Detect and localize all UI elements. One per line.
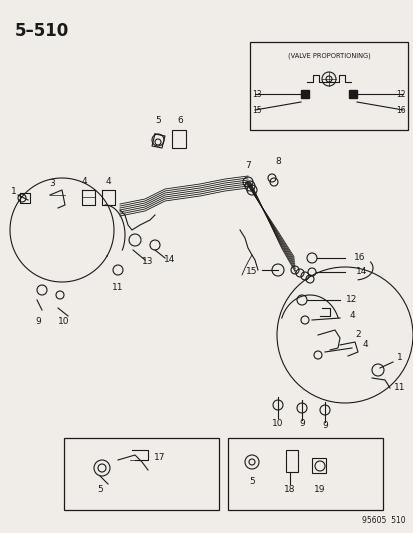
Text: 19: 19 [313, 486, 325, 495]
Text: 15: 15 [252, 106, 261, 115]
Text: 4: 4 [361, 341, 367, 350]
Text: 13: 13 [252, 90, 261, 99]
Bar [171, 130, 185, 148]
Text: 6: 6 [177, 116, 183, 125]
Text: 1: 1 [396, 353, 402, 362]
Bar [311, 458, 325, 473]
Text: 4: 4 [81, 176, 87, 185]
Bar [285, 450, 297, 472]
Text: 5–510: 5–510 [15, 22, 69, 40]
Text: 5: 5 [155, 116, 161, 125]
Text: 5: 5 [97, 486, 102, 495]
Text: 11: 11 [393, 384, 405, 392]
Text: 15: 15 [246, 268, 257, 277]
Bar [249, 42, 407, 130]
Text: 10: 10 [272, 419, 283, 429]
Text: 12: 12 [346, 295, 357, 304]
Text: 4: 4 [348, 311, 354, 320]
Text: 9: 9 [321, 422, 327, 431]
Text: 11: 11 [112, 284, 123, 293]
Text: 10: 10 [58, 318, 69, 327]
Bar [64, 438, 218, 510]
Text: 4: 4 [105, 176, 111, 185]
Text: 14: 14 [356, 268, 367, 277]
Text: 1: 1 [11, 188, 17, 197]
Text: 2: 2 [354, 330, 360, 340]
Bar [228, 438, 382, 510]
Bar [300, 90, 308, 98]
Text: 17: 17 [154, 454, 165, 463]
Text: 95605  510: 95605 510 [361, 516, 405, 525]
Text: 18: 18 [284, 486, 295, 495]
Text: 16: 16 [354, 254, 365, 262]
Text: 14: 14 [164, 255, 175, 264]
Bar [348, 90, 356, 98]
Text: 9: 9 [35, 318, 41, 327]
Text: 12: 12 [396, 90, 405, 99]
Text: 3: 3 [49, 179, 55, 188]
Text: 8: 8 [275, 157, 280, 166]
Text: 16: 16 [395, 106, 405, 115]
Text: 13: 13 [142, 257, 153, 266]
Text: (VALVE PROPORTIONING): (VALVE PROPORTIONING) [287, 52, 370, 59]
Text: 5: 5 [249, 478, 254, 487]
Text: 7: 7 [244, 160, 250, 169]
Text: 9: 9 [299, 419, 304, 429]
